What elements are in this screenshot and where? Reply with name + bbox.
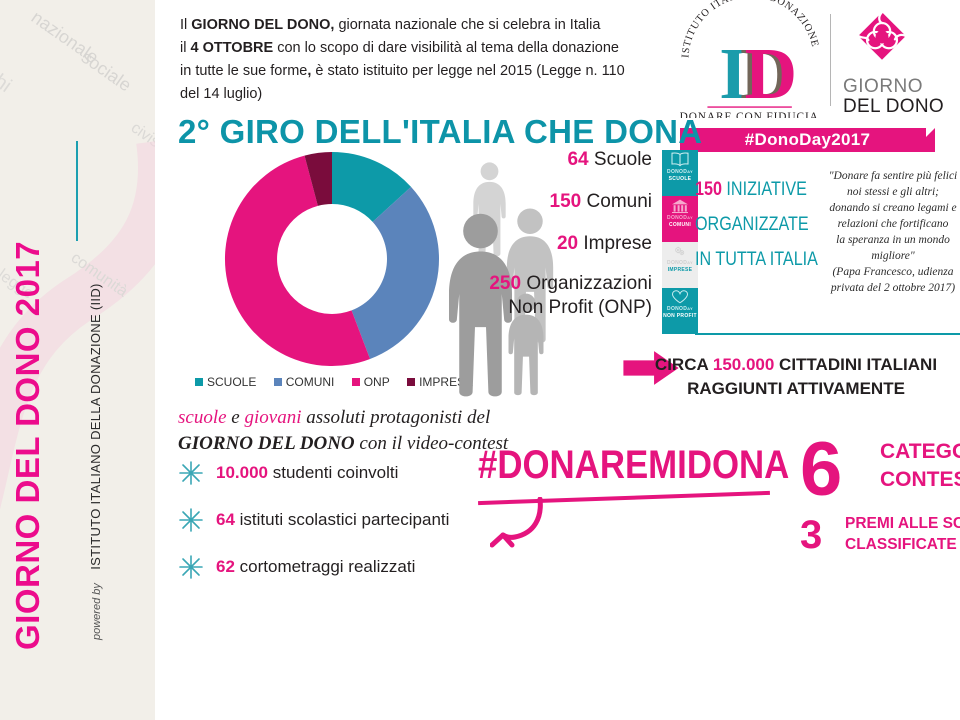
svg-text:D: D [745, 33, 797, 114]
svg-text:sociale: sociale [78, 47, 135, 96]
